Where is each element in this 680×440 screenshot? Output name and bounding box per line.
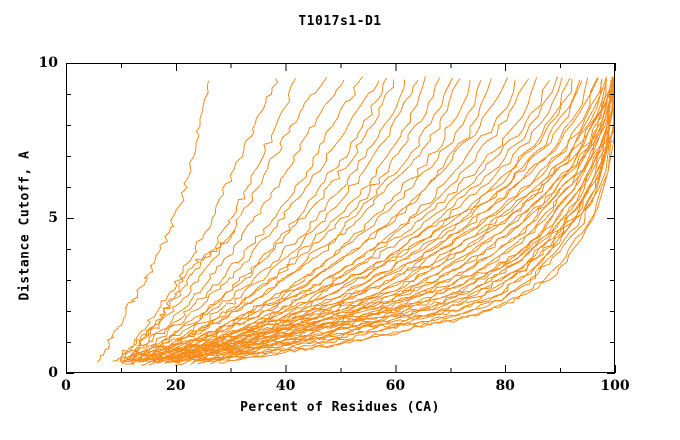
curve-line	[195, 76, 615, 361]
x-tick-label: 40	[275, 378, 296, 394]
x-tick-label: 20	[166, 378, 186, 394]
curve-line	[131, 77, 453, 365]
curve-line	[209, 79, 615, 365]
curve-line	[131, 79, 419, 361]
curve-line	[123, 79, 406, 363]
x-tick-label: 60	[385, 378, 406, 394]
y-tick-label: 10	[38, 55, 58, 71]
curve-line	[188, 80, 615, 361]
curve-line	[130, 79, 394, 363]
curve-line	[144, 78, 529, 361]
curve-line	[153, 80, 583, 364]
curve-line	[174, 80, 615, 366]
chart-curves	[96, 76, 615, 367]
curve-line	[170, 79, 613, 363]
curve-line	[145, 80, 550, 363]
curve-line	[205, 76, 615, 363]
curve-line	[112, 229, 236, 362]
curve-line	[119, 76, 364, 362]
curve-line	[123, 77, 328, 363]
curve-line	[152, 79, 573, 362]
y-tick-label: 5	[48, 210, 58, 226]
curve-line	[161, 76, 608, 360]
curve-line	[214, 78, 615, 361]
curve-line	[160, 79, 603, 363]
x-axis-label: Percent of Residues (CA)	[240, 400, 440, 415]
x-tick-label: 80	[495, 378, 515, 394]
curve-line	[192, 77, 615, 363]
curve-line	[132, 78, 492, 364]
curve-line	[218, 80, 615, 364]
x-tick-label: 100	[600, 378, 630, 394]
curve-line	[178, 77, 615, 362]
curve-line	[125, 79, 345, 360]
curve-line	[228, 79, 615, 362]
curve-line	[135, 78, 461, 360]
y-tick-label: 0	[48, 365, 58, 381]
x-tick-label: 0	[61, 378, 71, 394]
curve-line	[119, 78, 296, 364]
curve-line	[123, 80, 380, 362]
curve-line	[121, 77, 387, 365]
chart-title: T1017s1-D1	[298, 14, 382, 29]
curve-line	[145, 77, 563, 361]
curve-line	[96, 80, 210, 363]
curve-line	[170, 76, 613, 361]
curve-line	[120, 78, 279, 361]
curve-line	[169, 79, 613, 360]
